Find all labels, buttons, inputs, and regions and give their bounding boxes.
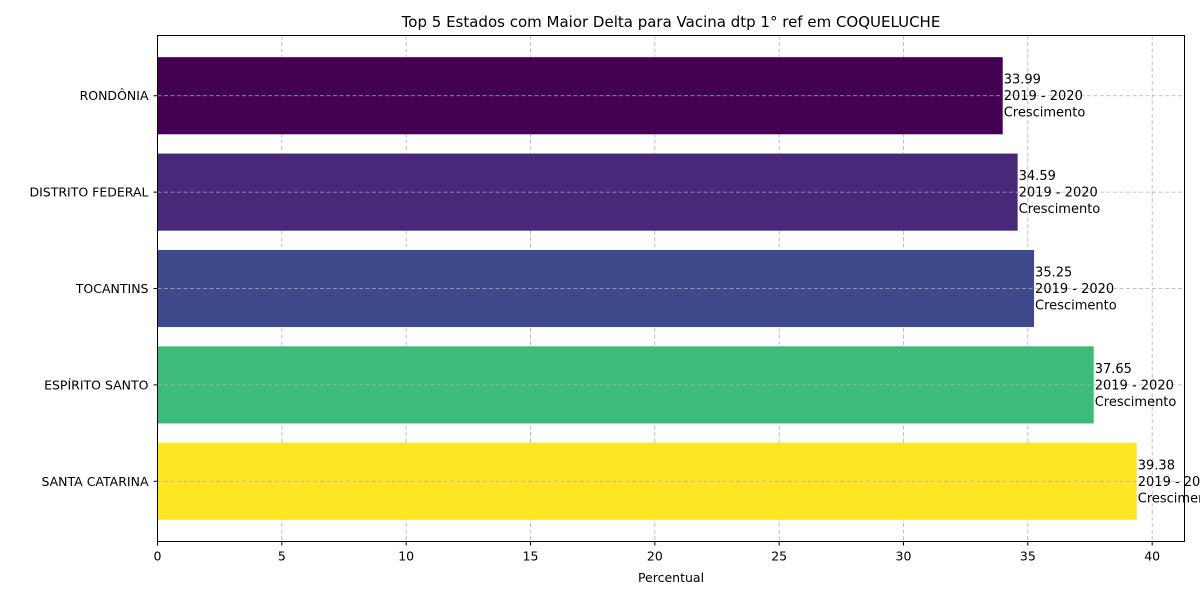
- x-tick-label: 25: [771, 549, 787, 564]
- x-tick-label: 5: [278, 549, 286, 564]
- x-tick-label: 20: [647, 549, 663, 564]
- data-label-value: 39.38: [1138, 458, 1175, 473]
- x-tick-label: 15: [523, 549, 539, 564]
- x-tick-label: 35: [1020, 549, 1036, 564]
- data-label-period: 2019 - 2020: [1019, 186, 1098, 201]
- overlay-grid-layer: [157, 95, 1185, 482]
- x-tick-label: 30: [896, 549, 912, 564]
- y-tick-label: DISTRITO FEDERAL: [29, 185, 148, 200]
- x-axis-label: Percentual: [638, 570, 704, 585]
- data-label-period: 2019 - 2020: [1138, 475, 1200, 490]
- data-label-value: 33.99: [1004, 73, 1041, 88]
- data-label-trend: Crescimento: [1095, 395, 1177, 410]
- y-tick-label: TOCANTINS: [75, 281, 149, 296]
- y-tick-label: ESPÍRITO SANTO: [44, 377, 149, 392]
- data-label-trend: Crescimento: [1035, 299, 1117, 314]
- x-tick-label: 40: [1144, 549, 1160, 564]
- x-axis-ticks: 0 5 10 15 20 25 30 35 40: [154, 541, 1160, 564]
- data-label-value: 35.25: [1035, 266, 1072, 281]
- data-label-trend: Crescimento: [1004, 106, 1086, 121]
- y-tick-label: SANTA CATARINA: [41, 474, 149, 489]
- x-tick-label: 10: [398, 549, 414, 564]
- data-label-value: 34.59: [1019, 169, 1056, 184]
- chart-title: Top 5 Estados com Maior Delta para Vacin…: [401, 13, 941, 31]
- x-tick-label: 0: [154, 549, 162, 564]
- data-label-value: 37.65: [1095, 362, 1132, 377]
- data-label-trend: Crescimento: [1138, 491, 1200, 506]
- data-label-period: 2019 - 2020: [1095, 378, 1174, 393]
- y-tick-label: RONDÔNIA: [80, 88, 149, 103]
- data-label-period: 2019 - 2020: [1035, 282, 1114, 297]
- data-label-trend: Crescimento: [1019, 202, 1101, 217]
- data-label-period: 2019 - 2020: [1004, 89, 1083, 104]
- y-axis-ticks: RONDÔNIA DISTRITO FEDERAL TOCANTINS ESPÍRIT…: [29, 88, 158, 489]
